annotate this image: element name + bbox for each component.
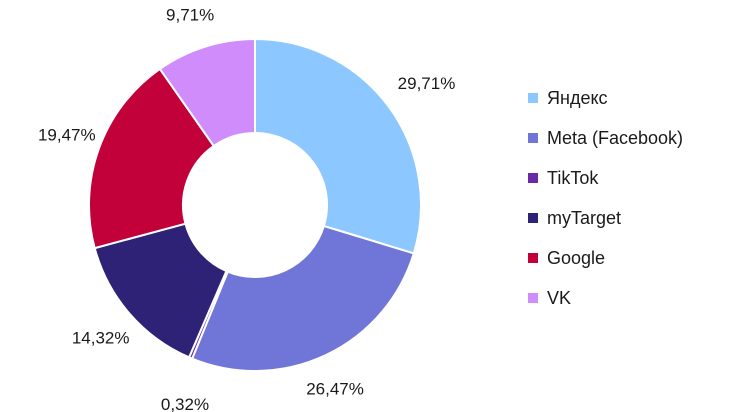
legend-swatch <box>528 173 538 183</box>
slice-value-label: 19,47% <box>38 125 96 144</box>
donut-slice <box>190 224 416 372</box>
legend-swatch <box>528 213 538 223</box>
legend-item: myTarget <box>528 208 683 228</box>
legend-label: VK <box>547 287 572 308</box>
legend-item: Google <box>528 248 683 268</box>
legend-swatch <box>528 133 538 143</box>
donut-labels: 29,71% 26,47% 0,32% 14,32% 19,47% 9,71% <box>38 6 455 412</box>
donut-slice <box>158 37 256 148</box>
legend-item: Яндекс <box>528 88 683 108</box>
slice-value-label: 26,47% <box>306 380 364 399</box>
slice-value-label: 29,71% <box>398 74 456 93</box>
legend-label: myTarget <box>547 207 622 228</box>
legend-swatch <box>528 293 538 303</box>
donut-slices <box>88 37 422 372</box>
legend-item: VK <box>528 288 683 308</box>
legend-label: Яндекс <box>547 87 608 108</box>
legend-swatch <box>528 253 538 263</box>
legend-label: Meta (Facebook) <box>547 127 684 148</box>
legend-swatch <box>528 93 538 103</box>
donut-slice <box>254 37 422 255</box>
slice-value-label: 14,32% <box>72 329 130 348</box>
chart-legend: Яндекс Meta (Facebook) TikTok myTarget Googl… <box>528 88 683 328</box>
donut-slice <box>88 67 216 250</box>
legend-item: Meta (Facebook) <box>528 128 683 148</box>
slice-value-label: 9,71% <box>166 6 214 25</box>
legend-label: TikTok <box>547 167 599 188</box>
legend-label: Google <box>547 247 606 268</box>
slice-value-label: 0,32% <box>161 395 209 412</box>
legend-item: TikTok <box>528 168 683 188</box>
